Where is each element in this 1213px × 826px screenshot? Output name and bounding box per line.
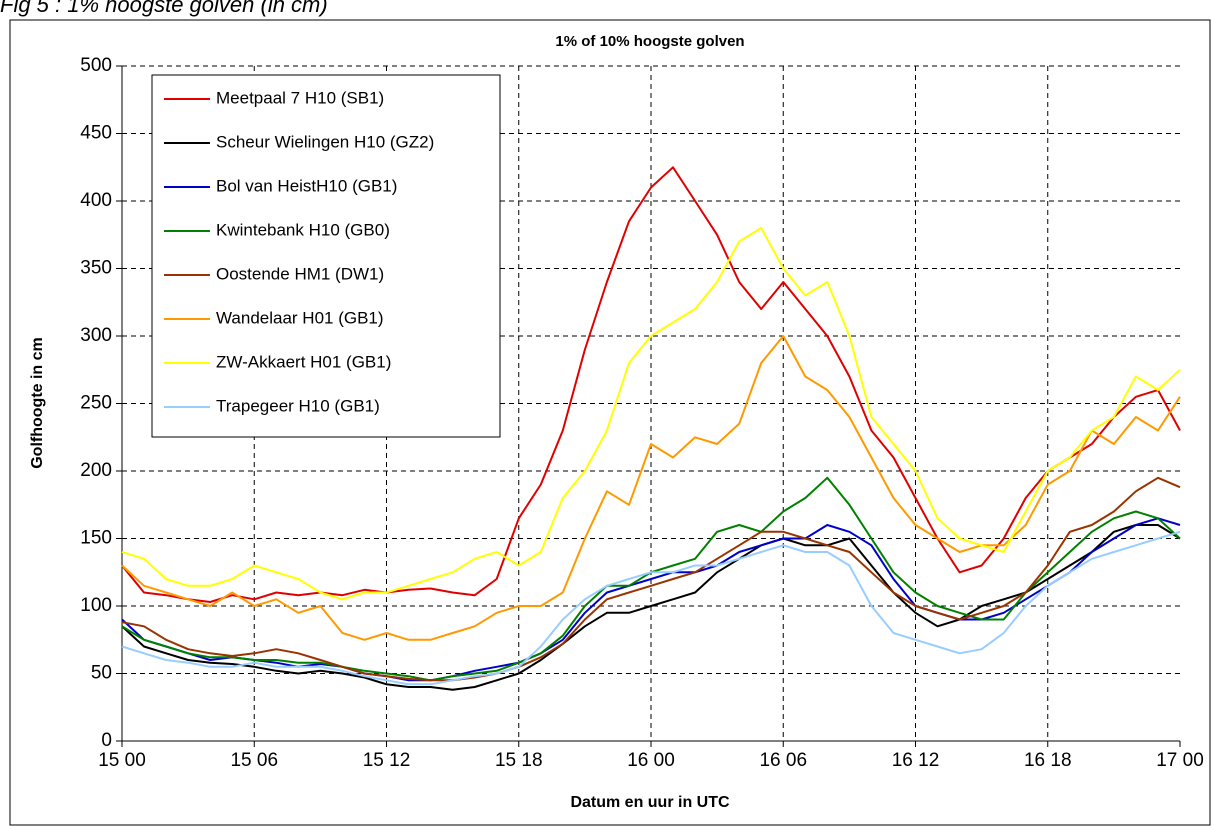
x-tick-label: 15 18 xyxy=(495,750,543,771)
y-tick-label: 150 xyxy=(80,528,112,549)
y-tick-label: 500 xyxy=(80,55,112,76)
legend-box xyxy=(151,74,501,438)
series-line xyxy=(121,227,1181,601)
legend-label: Kwintebank H10 (GB0) xyxy=(216,220,390,239)
x-tick-label: 16 06 xyxy=(759,750,807,771)
y-tick-label: 400 xyxy=(80,190,112,211)
y-tick-label: 300 xyxy=(80,325,112,346)
legend-label: Bol van HeistH10 (GB1) xyxy=(216,176,397,195)
legend-label: Scheur Wielingen H10 (GZ2) xyxy=(216,132,434,151)
series-line xyxy=(121,530,1181,686)
chart-title: 1% of 10% hoogste golven xyxy=(555,33,744,50)
y-tick-label: 350 xyxy=(80,258,112,279)
x-tick-label: 16 12 xyxy=(892,750,940,771)
x-tick-label: 16 00 xyxy=(627,750,675,771)
legend-label: Oostende HM1 (DW1) xyxy=(216,264,384,283)
legend-label: Wandelaar H01 (GB1) xyxy=(216,308,384,327)
legend-label: Trapegeer H10 (GB1) xyxy=(216,396,380,415)
legend-label: ZW-Akkaert H01 (GB1) xyxy=(216,352,391,371)
series-line xyxy=(121,524,1181,691)
x-tick-label: 15 12 xyxy=(363,750,411,771)
y-tick-label: 200 xyxy=(80,460,112,481)
series-line xyxy=(121,476,1181,682)
legend-label: Meetpaal 7 H10 (SB1) xyxy=(216,88,384,107)
y-tick-label: 450 xyxy=(80,123,112,144)
y-tick-label: 250 xyxy=(80,393,112,414)
y-tick-label: 0 xyxy=(101,730,112,751)
caption: Fig 5 : 1% hoogste golven (in cm) xyxy=(0,0,328,17)
x-tick-label: 15 00 xyxy=(98,750,146,771)
series-line xyxy=(121,335,1181,641)
x-axis-label: Datum en uur in UTC xyxy=(570,794,730,811)
y-tick-label: 50 xyxy=(91,663,112,684)
x-tick-label: 15 06 xyxy=(230,750,278,771)
series-line xyxy=(121,166,1181,603)
y-tick-label: 100 xyxy=(80,595,112,616)
y-axis-label: Golfhoogte in cm xyxy=(29,337,46,469)
x-tick-label: 16 18 xyxy=(1024,750,1072,771)
x-tick-label: 17 00 xyxy=(1156,750,1204,771)
